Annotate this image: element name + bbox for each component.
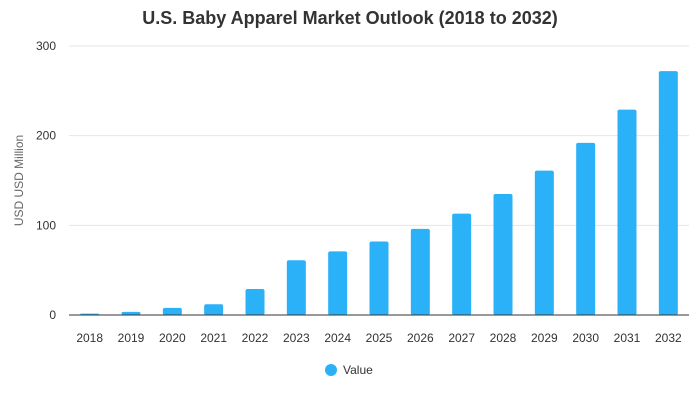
x-tick-label: 2019 (118, 331, 145, 345)
x-tick-label: 2018 (76, 331, 103, 345)
legend-label[interactable]: Value (343, 363, 373, 377)
x-tick-label: 2025 (366, 331, 393, 345)
y-tick-label: 300 (36, 39, 56, 53)
y-axis-title: USD USD Million (12, 135, 26, 226)
bar-2023[interactable] (286, 260, 306, 315)
x-tick-label: 2024 (324, 331, 351, 345)
x-tick-label: 2027 (448, 331, 475, 345)
x-tick-label: 2020 (159, 331, 186, 345)
x-tick-label: 2023 (283, 331, 310, 345)
legend[interactable]: Value (325, 363, 373, 377)
bar-2024[interactable] (328, 251, 348, 315)
bar-2021[interactable] (204, 304, 224, 315)
y-tick-label: 200 (36, 129, 56, 143)
bar-2028[interactable] (493, 193, 513, 315)
y-tick-label: 100 (36, 218, 56, 232)
x-tick-label: 2028 (490, 331, 517, 345)
gridlines (69, 45, 689, 226)
bar-2026[interactable] (410, 228, 430, 315)
bar-2029[interactable] (534, 170, 554, 315)
x-tick-label: 2026 (407, 331, 434, 345)
x-tick-label: 2029 (531, 331, 558, 345)
bar-2030[interactable] (576, 142, 596, 315)
x-tick-label: 2030 (572, 331, 599, 345)
bar-2025[interactable] (369, 241, 389, 315)
bar-2027[interactable] (452, 213, 472, 315)
chart-title: U.S. Baby Apparel Market Outlook (2018 t… (142, 8, 558, 28)
bar-2022[interactable] (245, 288, 265, 315)
bar-2032[interactable] (658, 71, 678, 316)
y-axis-ticks: 0 100 200 300 (36, 39, 56, 322)
bar-2019[interactable] (121, 311, 141, 315)
x-tick-label: 2021 (200, 331, 227, 345)
bar-series (80, 71, 678, 316)
legend-swatch[interactable] (325, 364, 337, 376)
bar-2020[interactable] (162, 307, 182, 315)
bar-2031[interactable] (617, 109, 637, 315)
x-tick-label: 2032 (655, 331, 682, 345)
x-tick-label: 2022 (242, 331, 269, 345)
x-axis-ticks: 2018 2019 2020 2021 2022 2023 2024 2025 2026 2027… (76, 331, 682, 345)
y-tick-label: 0 (49, 308, 56, 322)
x-tick-label: 2031 (614, 331, 641, 345)
